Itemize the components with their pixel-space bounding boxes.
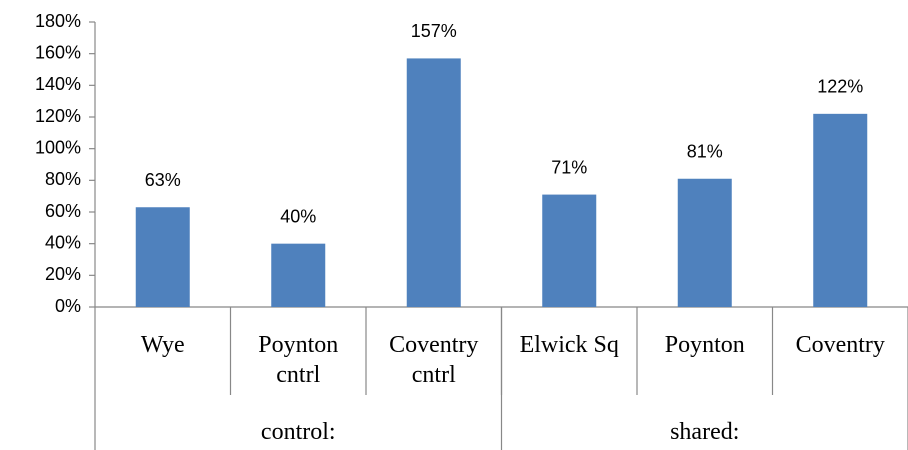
- bar: [813, 113, 868, 307]
- y-tick-label: 120%: [35, 106, 81, 126]
- bar: [677, 178, 732, 307]
- y-tick-label: 140%: [35, 74, 81, 94]
- x-tick-label: Wye: [140, 332, 185, 358]
- bar: [542, 194, 597, 307]
- group-label: shared:: [670, 419, 740, 445]
- value-label: 157%: [411, 21, 457, 41]
- y-tick-label: 60%: [45, 201, 81, 221]
- value-label: 81%: [687, 142, 723, 162]
- bar: [135, 207, 190, 307]
- x-tick-label: Poynton: [664, 332, 745, 358]
- y-tick-label: 0%: [55, 296, 81, 316]
- value-label: 71%: [551, 157, 587, 177]
- value-label: 40%: [280, 206, 316, 226]
- y-tick-label: 20%: [45, 264, 81, 284]
- value-label: 122%: [817, 77, 863, 97]
- x-tick-label: Poynton cntrl: [258, 332, 339, 388]
- x-tick-label: Coventry: [795, 332, 885, 358]
- y-tick-label: 100%: [35, 137, 81, 157]
- bar: [406, 58, 461, 307]
- group-label: control:: [260, 419, 336, 445]
- y-tick-label: 40%: [45, 232, 81, 252]
- value-label: 63%: [145, 170, 181, 190]
- y-tick-label: 180%: [35, 11, 81, 31]
- x-tick-label: Elwick Sq: [519, 332, 619, 358]
- y-tick-label: 160%: [35, 42, 81, 62]
- x-tick-label: Coventry cntrl: [389, 332, 479, 388]
- bar: [271, 243, 326, 307]
- y-tick-label: 80%: [45, 169, 81, 189]
